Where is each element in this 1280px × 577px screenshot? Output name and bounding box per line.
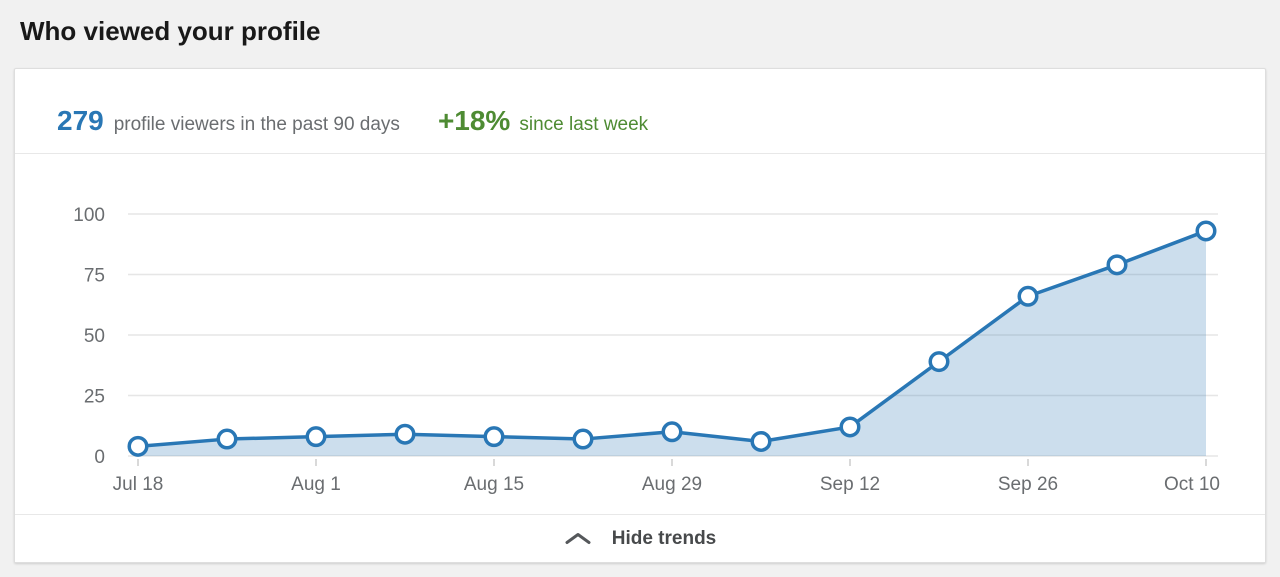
x-axis-label: Sep 12 bbox=[820, 474, 880, 495]
chevron-up-icon bbox=[565, 533, 591, 544]
y-axis-label: 0 bbox=[94, 447, 105, 468]
hide-trends-label: Hide trends bbox=[611, 527, 717, 549]
trend-area bbox=[138, 230, 1206, 456]
y-axis-label: 100 bbox=[73, 205, 105, 226]
delta-period-label: since last week bbox=[519, 114, 649, 135]
data-point[interactable] bbox=[839, 416, 861, 438]
data-point[interactable] bbox=[216, 428, 238, 450]
x-axis-label: Jul 18 bbox=[113, 474, 164, 495]
viewer-count: 279 bbox=[57, 105, 104, 136]
y-axis-label: 50 bbox=[84, 326, 105, 347]
page-title: Who viewed your profile bbox=[20, 16, 321, 46]
data-point[interactable] bbox=[661, 421, 683, 443]
x-axis-label: Aug 15 bbox=[464, 474, 524, 495]
data-point[interactable] bbox=[1195, 220, 1217, 242]
trends-chart: 0 25 50 75 100 Jul 18 Aug 1 Aug 15 Aug 29 Sep 12 S… bbox=[73, 205, 1220, 495]
viewer-count-label: profile viewers in the past 90 days bbox=[113, 114, 400, 135]
data-point[interactable] bbox=[127, 435, 149, 457]
data-point[interactable] bbox=[1106, 254, 1128, 276]
data-point[interactable] bbox=[394, 423, 416, 445]
data-point[interactable] bbox=[928, 351, 950, 373]
x-axis-label: Aug 29 bbox=[642, 474, 702, 495]
trends-chart-container: 0 25 50 75 100 Jul 18 Aug 1 Aug 15 Aug 29 Sep 12 S… bbox=[15, 154, 1265, 514]
delta-percent: +18% bbox=[437, 105, 511, 136]
data-point[interactable] bbox=[572, 428, 594, 450]
x-axis-label: Oct 10 bbox=[1164, 474, 1220, 495]
y-axis-label: 75 bbox=[84, 266, 105, 287]
y-axis-label: 25 bbox=[84, 387, 105, 408]
data-point[interactable] bbox=[1017, 285, 1039, 307]
x-axis-label: Aug 1 bbox=[291, 474, 341, 495]
x-axis-label: Sep 26 bbox=[998, 474, 1058, 495]
data-point[interactable] bbox=[750, 430, 772, 452]
hide-trends-button[interactable]: Hide trends bbox=[15, 514, 1265, 562]
data-point[interactable] bbox=[483, 426, 505, 448]
data-point[interactable] bbox=[305, 426, 327, 448]
stats-summary: 279 profile viewers in the past 90 days … bbox=[15, 69, 1265, 154]
profile-views-card: 279 profile viewers in the past 90 days … bbox=[14, 68, 1266, 563]
